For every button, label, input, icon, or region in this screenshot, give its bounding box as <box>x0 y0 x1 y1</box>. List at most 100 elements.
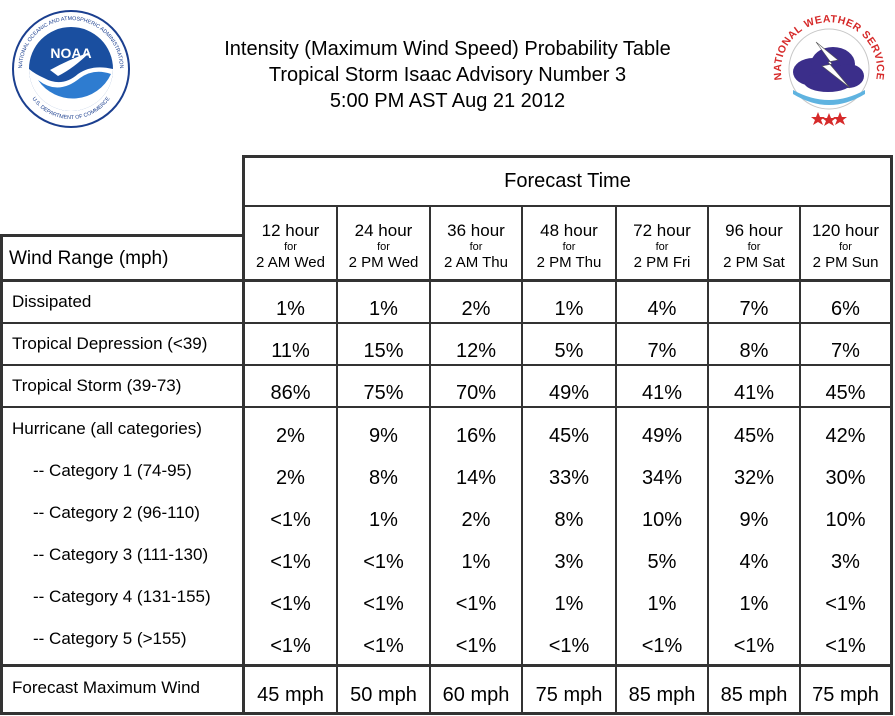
probability-cell: 2% <box>276 466 305 489</box>
grid-line <box>336 205 338 715</box>
grid-line <box>0 322 893 324</box>
title-line-1: Intensity (Maximum Wind Speed) Probabili… <box>224 38 671 60</box>
probability-cell: 8% <box>739 339 769 362</box>
probability-cell: <1% <box>363 634 404 657</box>
svg-text:NOAA: NOAA <box>50 45 91 61</box>
probability-cell: 2% <box>461 297 491 320</box>
probability-cell: 15% <box>363 339 404 362</box>
max-wind-cell: 75 mph <box>812 683 879 706</box>
title-line-3: 5:00 PM AST Aug 21 2012 <box>329 90 566 112</box>
probability-cell: 10% <box>825 508 866 531</box>
probability-cell: <1% <box>825 592 866 615</box>
row-label: -- Category 5 (>155) <box>33 629 187 648</box>
probability-cell: 5% <box>647 550 677 573</box>
probability-cell: 14% <box>455 466 497 489</box>
probability-cell: 3% <box>831 550 860 573</box>
grid-line <box>707 205 709 715</box>
probability-cell: <1% <box>825 634 866 657</box>
probability-cell: 33% <box>548 466 590 489</box>
nws-logo: NATIONAL WEATHER SERVICE <box>771 11 887 127</box>
row-label: Hurricane (all categories) <box>12 419 202 438</box>
grid-line <box>0 406 893 408</box>
title-block: Intensity (Maximum Wind Speed) Probabili… <box>150 36 745 114</box>
probability-cell: 10% <box>641 508 683 531</box>
probability-cell: 5% <box>554 339 584 362</box>
grid-line <box>890 155 893 715</box>
probability-cell: 34% <box>641 466 683 489</box>
probability-cell: 49% <box>548 381 590 404</box>
probability-cell: 75% <box>363 381 404 404</box>
probability-cell: 6% <box>831 297 860 320</box>
column-header: 72 hour for 2 PM Fri <box>633 221 691 271</box>
probability-cell: 1% <box>461 550 491 573</box>
probability-cell: 45% <box>733 424 775 447</box>
probability-cell: 12% <box>455 339 497 362</box>
forecast-time-header: Forecast Time <box>504 170 631 192</box>
row-label: Tropical Storm (39-73) <box>12 376 182 395</box>
max-wind-cell: 45 mph <box>257 683 324 706</box>
probability-cell: <1% <box>363 550 404 573</box>
grid-line <box>0 279 893 282</box>
probability-cell: <1% <box>548 634 590 657</box>
row-label: -- Category 1 (74-95) <box>33 461 192 480</box>
row-label: -- Category 4 (131-155) <box>33 587 211 606</box>
row-label: Tropical Depression (<39) <box>12 334 208 353</box>
probability-cell: 11% <box>271 339 310 362</box>
probability-cell: 7% <box>739 297 769 320</box>
noaa-logo: NOAA NATIONAL OCEANIC AND ATMOSPHERIC AD… <box>12 10 130 128</box>
probability-cell: 49% <box>641 424 683 447</box>
grid-line <box>0 664 893 667</box>
grid-line <box>242 155 893 158</box>
max-wind-cell: 85 mph <box>628 683 696 706</box>
probability-cell: 1% <box>276 297 305 320</box>
grid-line <box>799 205 801 715</box>
probability-cell: <1% <box>270 634 311 657</box>
max-wind-cell: 85 mph <box>720 683 788 706</box>
probability-cell: <1% <box>270 550 311 573</box>
grid-line <box>615 205 617 715</box>
probability-cell: 42% <box>825 424 866 447</box>
max-wind-cell: 50 mph <box>350 683 417 706</box>
probability-cell: 8% <box>369 466 398 489</box>
probability-cell: 1% <box>369 297 398 320</box>
probability-cell: 4% <box>647 297 677 320</box>
probability-cell: 70% <box>455 381 497 404</box>
probability-cell: 2% <box>276 424 305 447</box>
probability-cell: <1% <box>363 592 404 615</box>
wind-range-header: Wind Range (mph) <box>9 248 169 269</box>
column-header: 36 hour for 2 AM Thu <box>444 221 508 271</box>
probability-cell: <1% <box>455 634 497 657</box>
probability-cell: <1% <box>455 592 497 615</box>
probability-cell: 9% <box>739 508 769 531</box>
grid-line <box>0 364 893 366</box>
probability-cell: 41% <box>733 381 775 404</box>
column-header: 120 hour for 2 PM Sun <box>811 221 880 271</box>
probability-cell: <1% <box>270 508 311 531</box>
row-label: Dissipated <box>12 292 92 311</box>
probability-cell: 32% <box>733 466 775 489</box>
grid-line <box>242 205 893 207</box>
row-label: -- Category 3 (111-130) <box>33 545 209 564</box>
grid-line <box>0 712 893 715</box>
probability-cell: <1% <box>641 634 683 657</box>
max-wind-cell: 75 mph <box>535 683 603 706</box>
probability-cell: 9% <box>369 424 398 447</box>
probability-cell: 1% <box>739 592 769 615</box>
max-wind-cell: 60 mph <box>442 683 510 706</box>
probability-cell: 41% <box>641 381 683 404</box>
title-line-2: Tropical Storm Isaac Advisory Number 3 <box>268 64 627 86</box>
probability-cell: 8% <box>554 508 584 531</box>
probability-cell: <1% <box>733 634 775 657</box>
probability-cell: 1% <box>369 508 398 531</box>
max-wind-label: Forecast Maximum Wind <box>12 678 200 697</box>
probability-cell: <1% <box>270 592 311 615</box>
probability-cell: 7% <box>831 339 860 362</box>
grid-line <box>242 155 245 715</box>
column-header: 96 hour for 2 PM Sat <box>723 221 785 271</box>
probability-cell: 1% <box>554 592 584 615</box>
column-header: 24 hour for 2 PM Wed <box>348 221 419 271</box>
probability-cell: 30% <box>825 466 866 489</box>
row-label: -- Category 2 (96-110) <box>33 503 200 522</box>
probability-cell: 2% <box>461 508 491 531</box>
